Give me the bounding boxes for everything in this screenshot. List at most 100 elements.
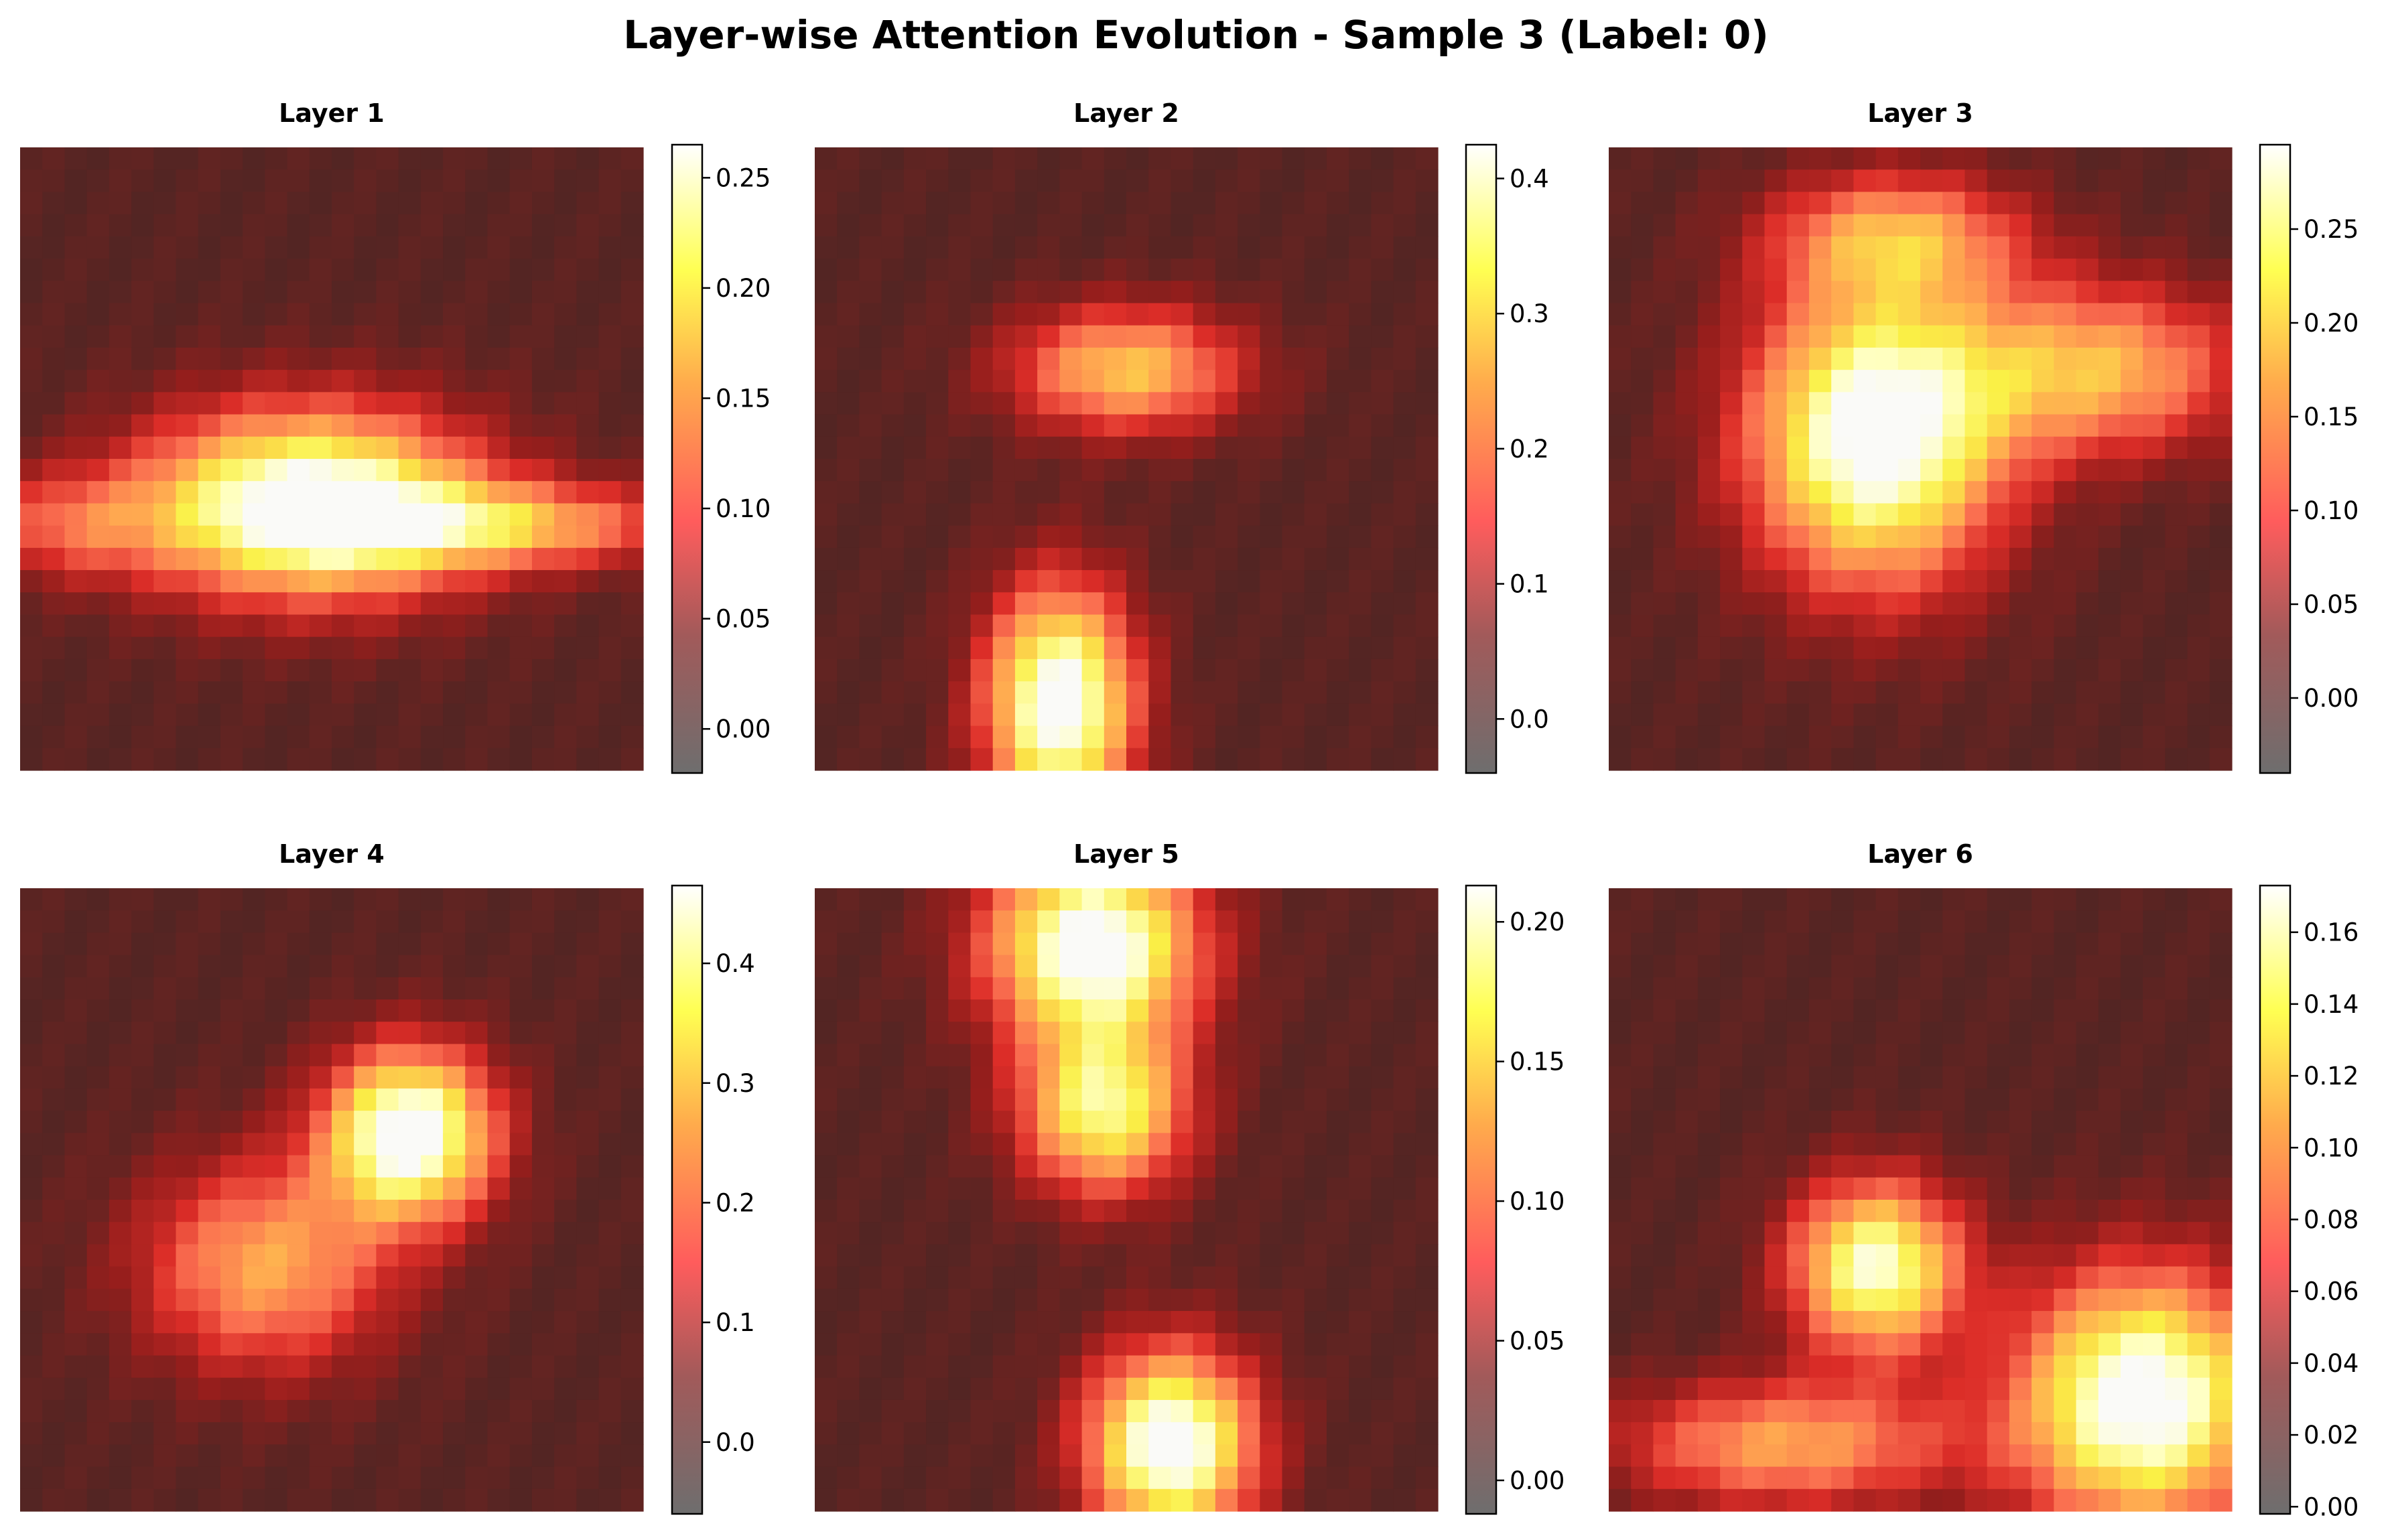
heatmap-cell xyxy=(1920,725,1943,749)
heatmap-cell xyxy=(1675,1488,1699,1512)
heatmap-cell xyxy=(2187,325,2210,348)
heatmap-cell xyxy=(881,748,905,771)
heatmap-cell xyxy=(1081,414,1105,437)
heatmap-cell xyxy=(86,459,110,482)
heatmap-cell xyxy=(1059,236,1083,259)
heatmap-cell xyxy=(1148,1244,1172,1267)
heatmap-cell xyxy=(1653,1111,1676,1133)
heatmap-cell xyxy=(1965,1177,1988,1200)
heatmap-cell xyxy=(2009,459,2032,482)
heatmap-cell xyxy=(1171,1422,1194,1445)
heatmap-cell xyxy=(1081,1044,1105,1067)
heatmap-cell xyxy=(1215,1244,1238,1267)
heatmap-cell xyxy=(1393,503,1416,527)
heatmap-cell xyxy=(1764,1022,1788,1045)
heatmap-cell xyxy=(2120,1244,2143,1267)
heatmap-cell xyxy=(554,192,577,215)
heatmap-cell xyxy=(220,281,243,304)
heatmap-cell xyxy=(1260,681,1283,704)
heatmap-cell xyxy=(1987,192,2010,215)
heatmap-cell xyxy=(1786,1177,1810,1200)
heatmap-cells xyxy=(20,147,644,771)
heatmap-cell xyxy=(1304,1377,1327,1401)
heatmap-cell xyxy=(1126,1044,1149,1067)
heatmap-cell xyxy=(1148,955,1172,978)
heatmap-cell xyxy=(1037,370,1060,393)
heatmap-cell xyxy=(554,303,577,326)
heatmap-cell xyxy=(1148,525,1172,549)
heatmap-cell xyxy=(1393,1222,1416,1245)
heatmap-cell xyxy=(1081,259,1105,281)
heatmap-cell xyxy=(487,192,511,215)
heatmap-cell xyxy=(1126,1266,1149,1289)
heatmap-cell xyxy=(1764,436,1788,460)
heatmap-cell xyxy=(1238,214,1260,237)
heatmap-cell xyxy=(1920,459,1943,482)
heatmap-cell xyxy=(926,169,949,193)
heatmap-cell xyxy=(1059,1466,1083,1490)
heatmap-cell xyxy=(243,1377,265,1401)
heatmap-cell xyxy=(20,1466,43,1490)
heatmap-cell xyxy=(1171,1066,1194,1089)
heatmap-cell xyxy=(1304,481,1327,504)
heatmap-cell xyxy=(1014,1377,1038,1401)
heatmap-cell xyxy=(2187,481,2210,504)
heatmap-cell xyxy=(86,592,110,616)
heatmap-cell xyxy=(837,436,860,460)
heatmap-cell xyxy=(20,1177,43,1200)
heatmap-cell xyxy=(1014,1155,1038,1178)
heatmap-cell xyxy=(420,1444,444,1468)
heatmap-cell xyxy=(153,147,177,170)
heatmap-cell xyxy=(554,259,577,281)
heatmap-cell xyxy=(443,281,466,304)
heatmap-cell xyxy=(970,1222,994,1245)
heatmap-cell xyxy=(86,1355,110,1379)
heatmap-cell xyxy=(554,1333,577,1356)
heatmap-cell xyxy=(1415,525,1439,549)
heatmap-cell xyxy=(1304,1333,1327,1356)
heatmap-cell xyxy=(1260,910,1283,934)
heatmap-cell xyxy=(1631,1177,1654,1200)
heatmap-cell xyxy=(265,347,288,370)
heatmap-cell xyxy=(1742,481,1766,504)
heatmap-cell xyxy=(1014,147,1038,170)
heatmap-cell xyxy=(465,1244,488,1267)
heatmap-cell xyxy=(1675,481,1699,504)
heatmap-cell xyxy=(926,192,949,215)
heatmap-cell xyxy=(1014,570,1038,593)
heatmap-cell xyxy=(1326,658,1349,682)
heatmap-cell xyxy=(1171,955,1194,978)
heatmap-cell xyxy=(1987,977,2010,1000)
heatmap-cell xyxy=(815,592,838,616)
heatmap-cell xyxy=(176,1466,199,1490)
heatmap-cell xyxy=(1609,1044,1632,1067)
heatmap-cell xyxy=(1148,1399,1172,1423)
heatmap-cell xyxy=(109,1266,132,1289)
heatmap-cell xyxy=(2209,347,2233,370)
heatmap-cell xyxy=(1609,1222,1632,1245)
heatmap-cell xyxy=(531,347,555,370)
heatmap-cell xyxy=(1415,1244,1439,1267)
heatmap-cell xyxy=(109,481,132,504)
heatmap-cell xyxy=(1875,236,1899,259)
heatmap-cell xyxy=(64,1444,88,1468)
heatmap-cell xyxy=(1326,592,1349,616)
heatmap-cell xyxy=(2054,725,2077,749)
heatmap-cell xyxy=(1742,147,1766,170)
heatmap-cell xyxy=(376,392,399,415)
heatmap-cell xyxy=(354,303,377,326)
heatmap-cell xyxy=(20,1444,43,1468)
heatmap-cell xyxy=(64,570,88,593)
heatmap-cell xyxy=(2120,1222,2143,1245)
heatmap-cell xyxy=(2032,1422,2054,1445)
heatmap-cell xyxy=(881,281,905,304)
heatmap-cell xyxy=(64,1466,88,1490)
heatmap-cell xyxy=(1282,259,1305,281)
heatmap-cell xyxy=(531,481,555,504)
heatmap-cell xyxy=(859,1444,882,1468)
heatmap-cell xyxy=(332,347,354,370)
heatmap-cell xyxy=(42,325,66,348)
heatmap-cell xyxy=(1875,525,1899,549)
heatmap-cell xyxy=(1853,525,1877,549)
heatmap-cell xyxy=(1059,192,1083,215)
